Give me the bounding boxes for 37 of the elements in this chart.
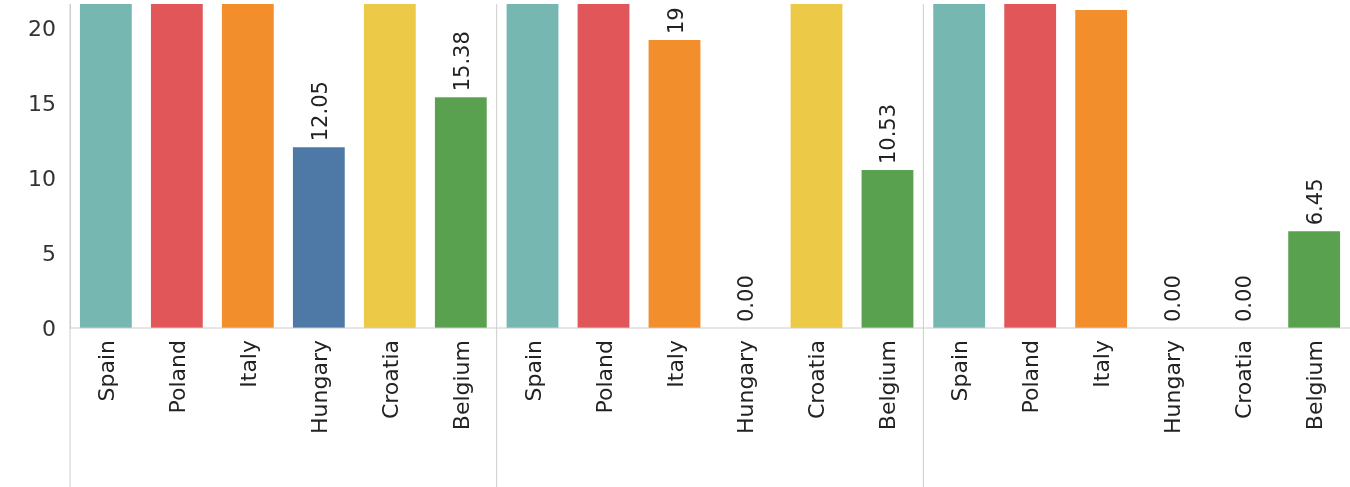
bar [363, 4, 416, 328]
data-label: 0.00 [734, 275, 759, 322]
x-tick-label: Italy [662, 340, 688, 388]
x-tick-label: Spain [947, 340, 973, 402]
x-tick-label: Croatia [377, 340, 403, 420]
data-label: 0.00 [1161, 275, 1186, 322]
x-tick-label: Belgium [875, 340, 901, 431]
x-tick-label: Belgium [1302, 340, 1328, 431]
x-tick-label: Poland [1018, 340, 1044, 414]
x-tick-label: Poland [591, 340, 617, 414]
x-tick-label: Hungary [306, 340, 332, 434]
y-tick-label: 5 [42, 240, 56, 266]
y-tick-label: 20 [28, 15, 56, 41]
x-tick-label: Croatia [1231, 340, 1257, 420]
data-label: 10.53 [876, 103, 901, 165]
x-tick-label: Hungary [733, 340, 759, 434]
y-tick-label: 0 [42, 315, 56, 341]
data-label: 12.05 [307, 81, 332, 142]
x-tick-label: Croatia [804, 340, 830, 420]
x-tick-label: Spain [93, 340, 119, 402]
x-tick-label: Poland [164, 340, 190, 414]
y-tick-label: 15 [28, 90, 56, 116]
bar [150, 4, 203, 328]
x-tick-label: Italy [235, 340, 261, 388]
x-tick-label: Hungary [1160, 340, 1186, 434]
bar [292, 147, 345, 328]
x-tick-label: Belgium [448, 340, 474, 431]
y-tick-label: 10 [28, 165, 56, 191]
x-tick-label: Italy [1089, 340, 1115, 388]
bar [79, 4, 132, 328]
x-tick-label: Spain [520, 340, 546, 402]
data-label: 6.45 [1303, 178, 1328, 226]
data-label: 15.38 [449, 31, 474, 92]
bar [221, 4, 274, 328]
bar [434, 97, 487, 328]
data-label: 0.00 [1232, 275, 1257, 322]
data-label: 19 [663, 7, 688, 34]
